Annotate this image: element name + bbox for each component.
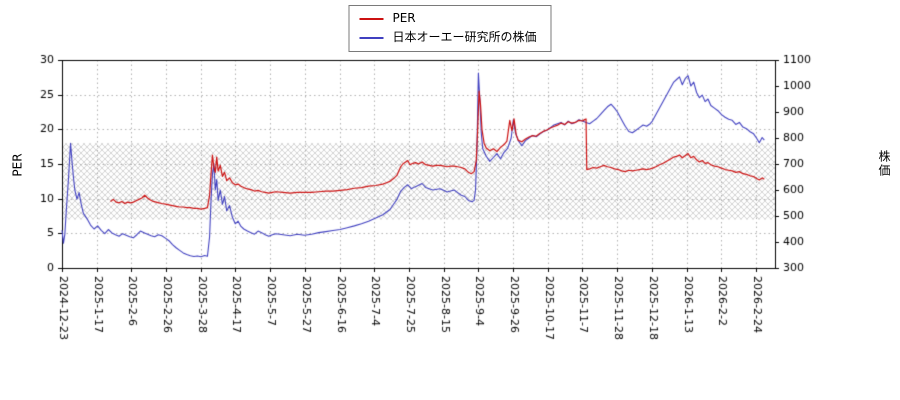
chart-legend: PER 日本オーエー研究所の株価 (348, 5, 552, 52)
legend-item-0: PER (359, 11, 536, 26)
legend-line-sample (359, 36, 384, 39)
right-axis-title: 株価 (877, 150, 891, 178)
legend-label: PER (392, 11, 416, 25)
legend-label: 日本オーエー研究所の株価 (392, 30, 537, 44)
legend-item-1: 日本オーエー研究所の株価 (359, 30, 537, 45)
legend-line-sample (359, 17, 384, 20)
left-axis-title: PER (10, 153, 25, 177)
